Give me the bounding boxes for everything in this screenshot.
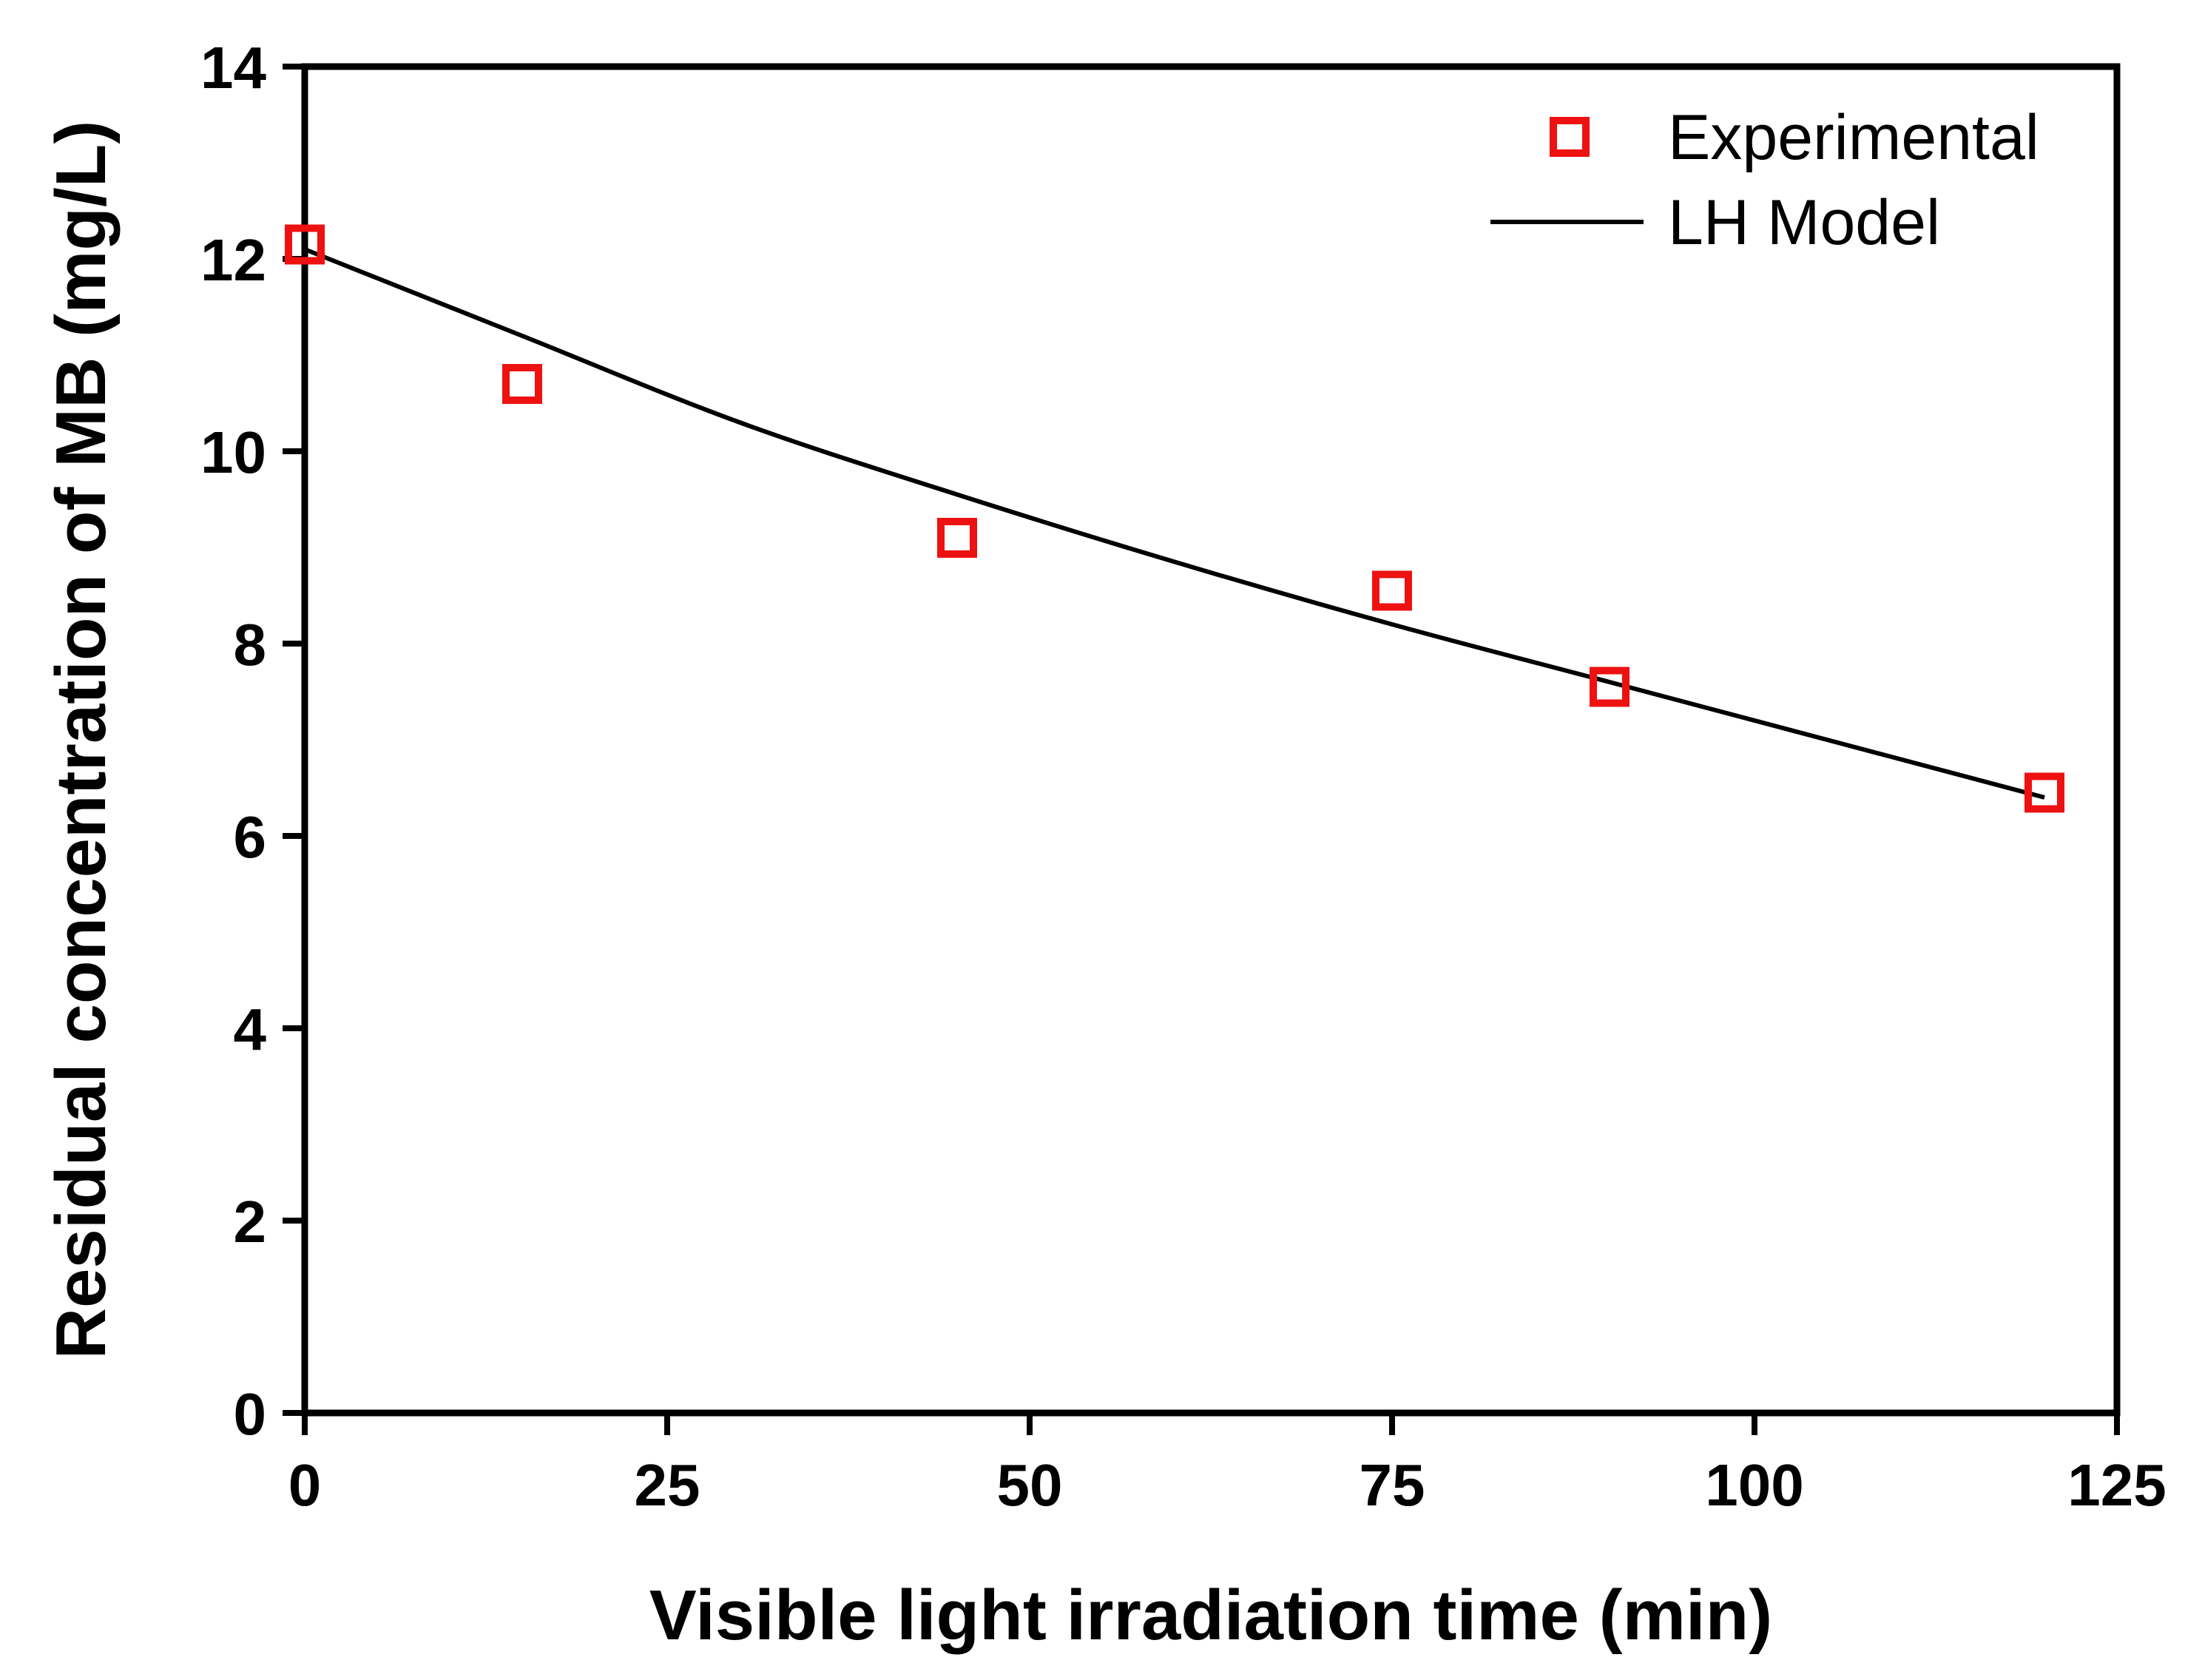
series-layer <box>285 224 2064 813</box>
x-tick-label: 50 <box>997 1452 1063 1518</box>
y-tick-label: 10 <box>200 419 266 485</box>
experimental-point <box>1590 667 1630 707</box>
legend: Experimental LH Model <box>1490 102 2039 258</box>
y-tick-label: 2 <box>234 1189 267 1255</box>
y-axis-title: Residual concentration of MB (mg/L) <box>41 121 121 1360</box>
x-axis-title: Visible light irradiation time (min) <box>649 1576 1772 1655</box>
y-tick-label: 0 <box>234 1381 267 1447</box>
y-tick-label: 12 <box>200 227 266 293</box>
experimental-point <box>285 224 325 265</box>
y-axis-ticks: 0 2 4 6 8 10 12 14 <box>200 35 305 1447</box>
legend-label: LH Model <box>1668 187 1940 258</box>
legend-label: Experimental <box>1668 102 2039 173</box>
y-tick-label: 6 <box>234 804 267 870</box>
experimental-point <box>1372 570 1412 611</box>
y-tick-label: 4 <box>234 996 267 1062</box>
y-tick-label: 8 <box>234 612 267 678</box>
experimental-point <box>937 518 977 558</box>
legend-marker-experimental <box>1550 117 1590 157</box>
x-axis-ticks: 0 25 50 75 100 125 <box>288 1413 2167 1518</box>
lh-model-curve <box>303 247 2045 800</box>
y-tick-label: 14 <box>200 35 266 101</box>
experimental-point <box>502 364 542 404</box>
experimental-point <box>2024 772 2064 813</box>
plot-frame <box>301 63 2121 1417</box>
x-tick-label: 100 <box>1705 1452 1803 1518</box>
x-tick-label: 125 <box>2067 1452 2166 1518</box>
x-tick-label: 75 <box>1360 1452 1425 1518</box>
x-tick-label: 25 <box>635 1452 700 1518</box>
x-tick-label: 0 <box>288 1452 322 1518</box>
